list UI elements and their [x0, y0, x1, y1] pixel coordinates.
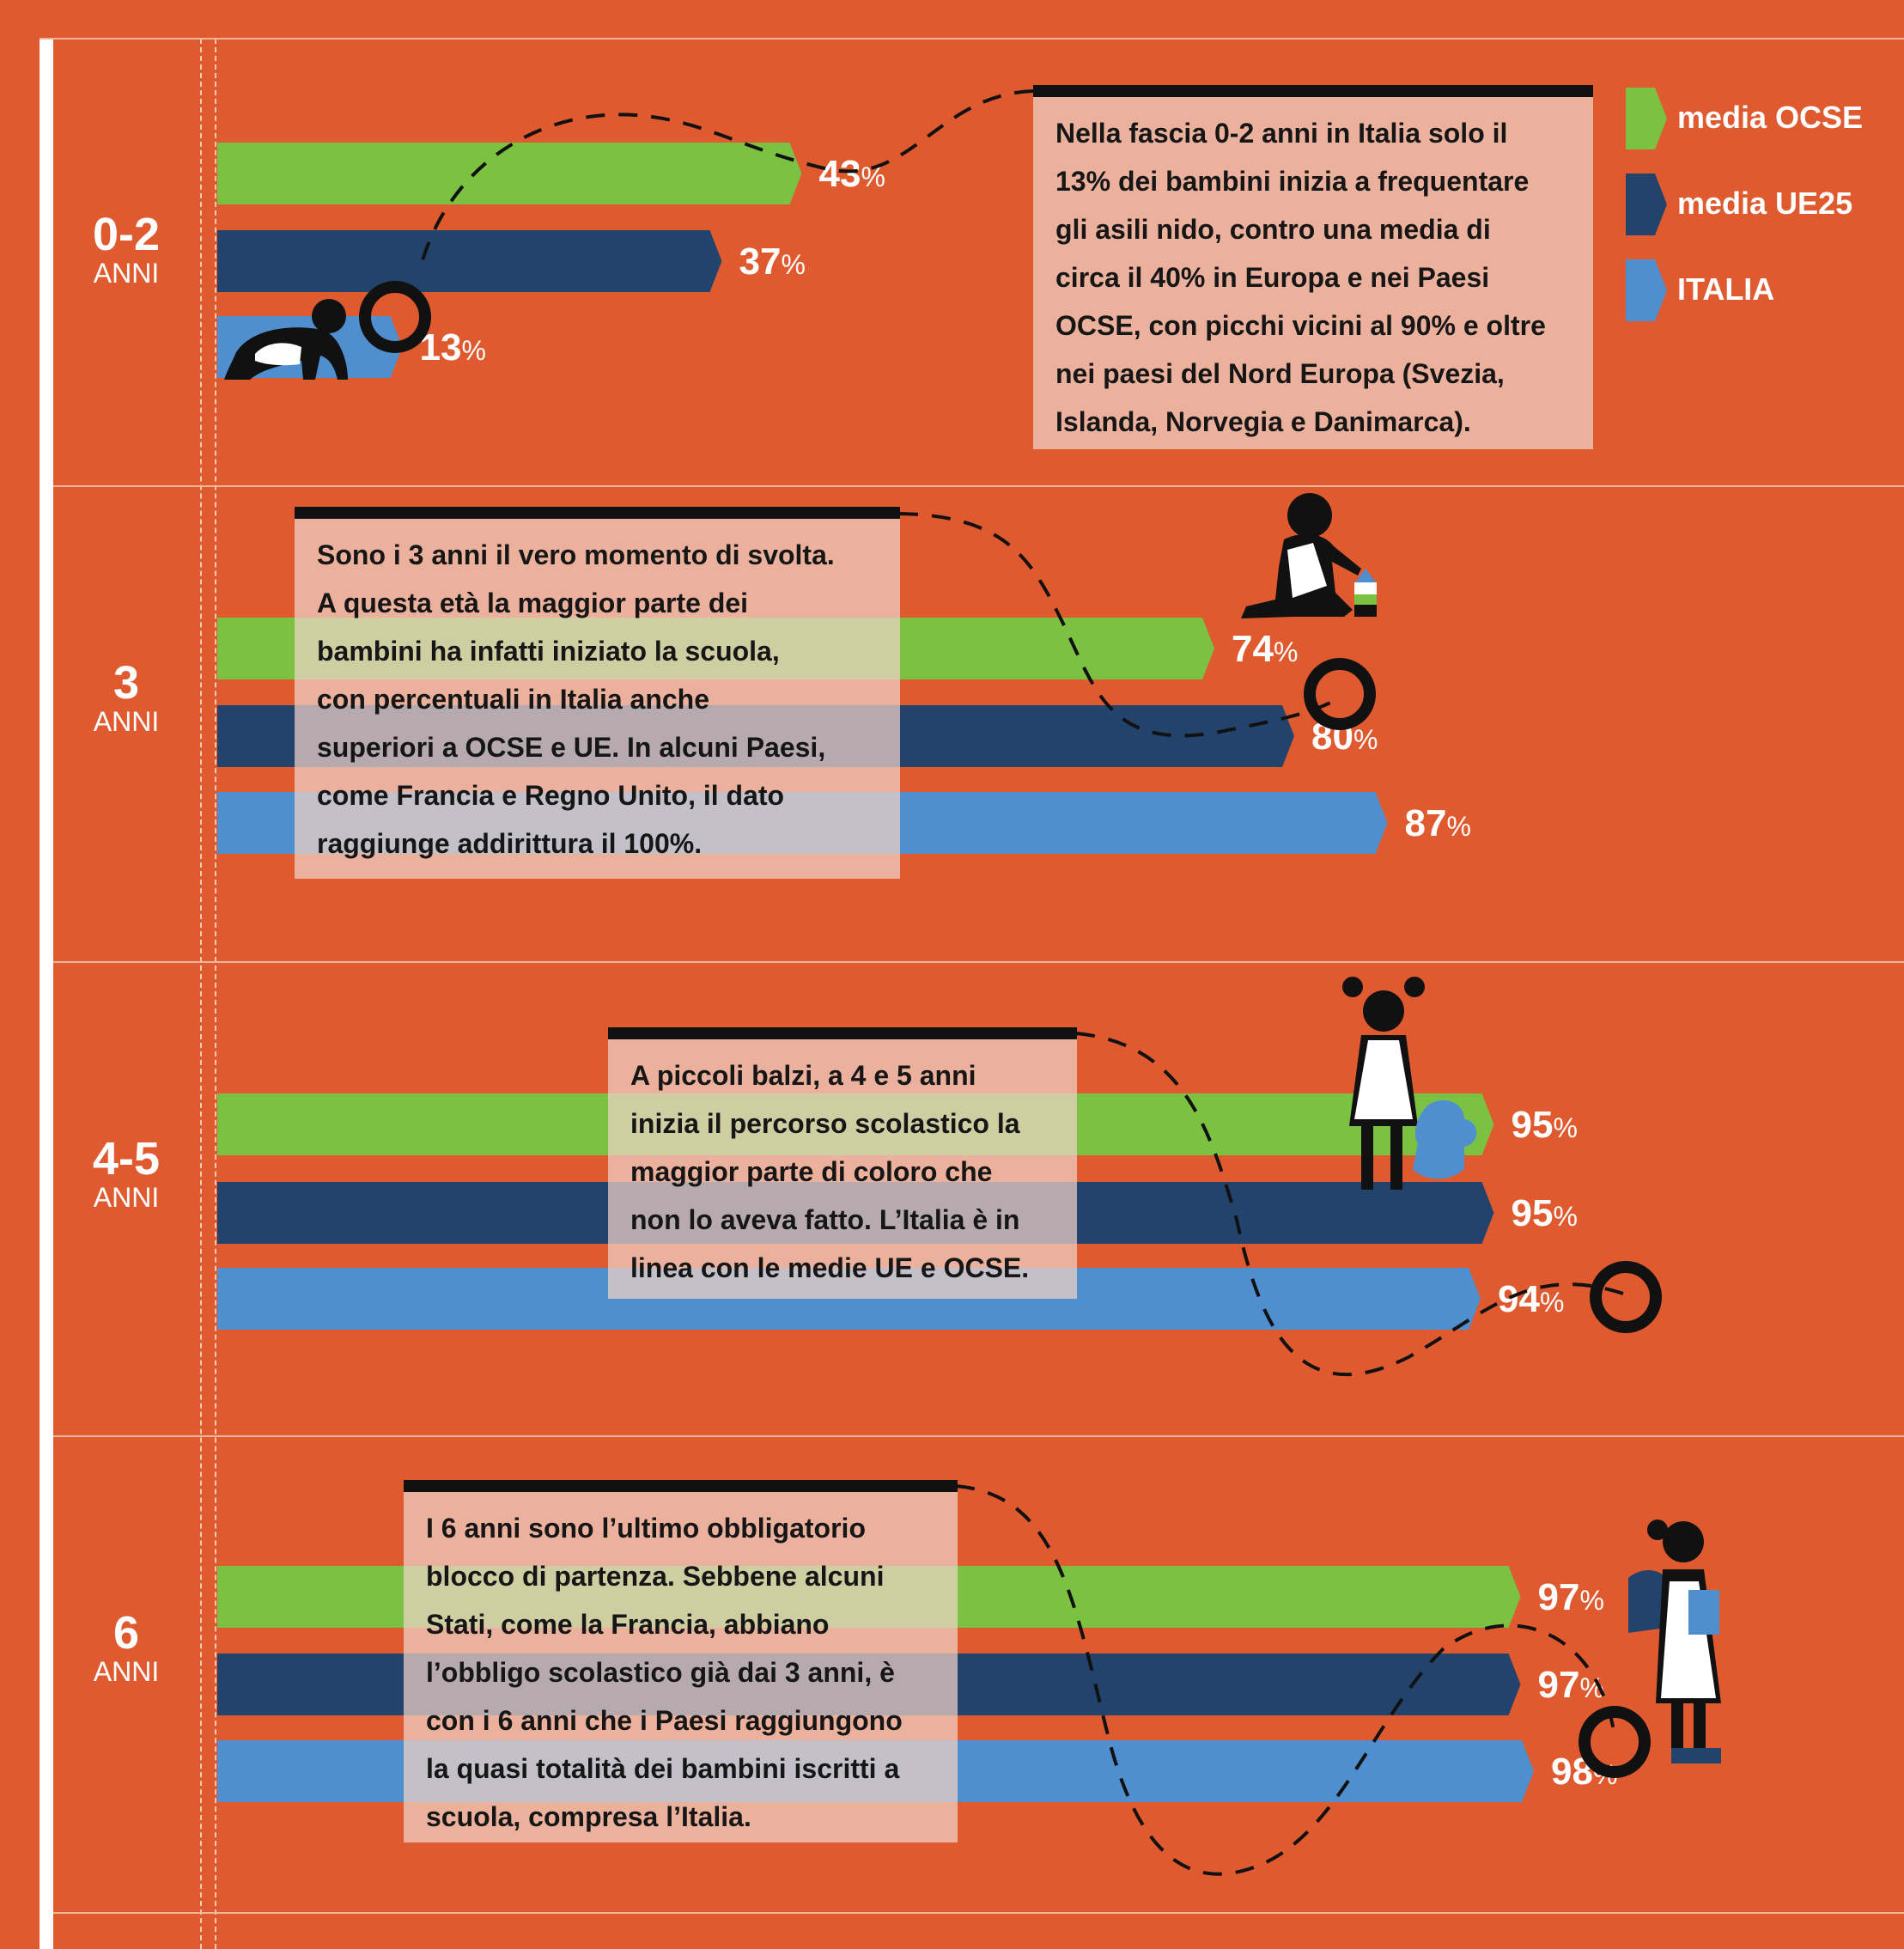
block: [1355, 569, 1376, 582]
value-label: 94%: [1498, 1278, 1564, 1324]
age-label: 4-5 ANNI: [53, 1135, 199, 1212]
row-separator: [53, 961, 1904, 963]
age-label: 0-2 ANNI: [53, 210, 199, 288]
ring-marker-icon: [1304, 658, 1376, 730]
dashed-trajectory-line: [955, 1484, 1616, 1876]
row-separator: [53, 485, 1904, 487]
age-unit: ANNI: [93, 1182, 160, 1213]
row-separator: [40, 38, 1904, 40]
axis-dashed-guide: [215, 39, 216, 1949]
age-number: 6: [113, 1607, 140, 1659]
bar-ue25-0-2: [217, 230, 722, 292]
value-label: 74%: [1232, 628, 1298, 673]
legend-item-ue25: media UE25: [1626, 174, 1901, 235]
legend-label: media UE25: [1677, 186, 1853, 221]
age-number: 0-2: [92, 209, 161, 260]
value-label: 87%: [1405, 802, 1471, 848]
bar-ocse-0-2: [217, 143, 802, 204]
age-unit: ANNI: [93, 1656, 160, 1687]
age-unit: ANNI: [93, 706, 160, 737]
legend-label: ITALIA: [1677, 271, 1775, 307]
axis-dashed-guide: [200, 39, 202, 1949]
legend-item-ocse: media OCSE: [1626, 88, 1901, 149]
row-separator: [53, 1435, 1904, 1437]
value-unit: %: [1446, 811, 1471, 842]
crawling-baby-icon: [224, 299, 348, 380]
age-number: 4-5: [92, 1133, 161, 1185]
value-number: 37: [739, 241, 782, 283]
dashed-trajectory-line: [898, 512, 1341, 738]
value-number: 97: [1537, 1664, 1580, 1706]
age-label: 6 ANNI: [53, 1609, 199, 1686]
age-label: 3 ANNI: [53, 659, 199, 736]
value-number: 43: [818, 153, 861, 195]
age-unit: ANNI: [93, 258, 160, 289]
value-number: 97: [1537, 1576, 1580, 1618]
value-label: 97%: [1538, 1576, 1604, 1622]
toddler-with-blocks-icon: [1241, 493, 1377, 618]
value-label: 43%: [819, 153, 885, 198]
block: [1354, 605, 1377, 617]
annotation-box: Nella fascia 0-2 anni in Italia solo il …: [1033, 85, 1593, 449]
value-unit: %: [1553, 1112, 1578, 1143]
block: [1354, 594, 1377, 605]
value-unit: %: [1353, 724, 1378, 755]
ring-marker-icon: [359, 281, 431, 353]
schoolgirl-with-backpack-icon: [1628, 1520, 1721, 1763]
value-number: 87: [1404, 802, 1447, 844]
annotation-box: Sono i 3 anni il vero momento di svolta.…: [295, 507, 900, 879]
value-unit: %: [1579, 1585, 1604, 1616]
bar-italia-4-5: [217, 1268, 1481, 1330]
legend-swatch: [1626, 259, 1667, 321]
value-number: 95: [1511, 1192, 1554, 1234]
value-unit: %: [1553, 1201, 1578, 1232]
annotation-box: I 6 anni sono l’ultimo obbligatorio bloc…: [404, 1480, 958, 1842]
block: [1354, 582, 1377, 594]
annotation-box: A piccoli balzi, a 4 e 5 anni inizia il …: [608, 1027, 1077, 1299]
value-unit: %: [461, 335, 486, 366]
age-number: 3: [113, 657, 140, 709]
legend-swatch: [1626, 88, 1667, 149]
value-unit: %: [781, 249, 806, 280]
ring-marker-icon: [1579, 1706, 1651, 1778]
value-label: 95%: [1512, 1104, 1578, 1149]
legend-swatch: [1626, 174, 1667, 235]
dashed-trajectory-line: [1075, 1032, 1624, 1376]
left-axis-line: [40, 39, 53, 1949]
value-label: 95%: [1512, 1192, 1578, 1238]
dashed-trajectory-line: [419, 89, 1034, 267]
value-label: 37%: [739, 241, 806, 286]
ring-marker-icon: [1590, 1261, 1662, 1333]
value-number: 95: [1511, 1104, 1554, 1146]
value-unit: %: [1539, 1287, 1565, 1318]
value-number: 94: [1498, 1278, 1540, 1320]
value-number: 74: [1232, 628, 1274, 670]
girl-with-teddy-icon: [1342, 977, 1477, 1190]
legend-item-italia: ITALIA: [1626, 259, 1901, 321]
value-unit: %: [1273, 636, 1299, 667]
legend-label: media OCSE: [1677, 100, 1864, 135]
row-separator: [53, 1912, 1904, 1914]
